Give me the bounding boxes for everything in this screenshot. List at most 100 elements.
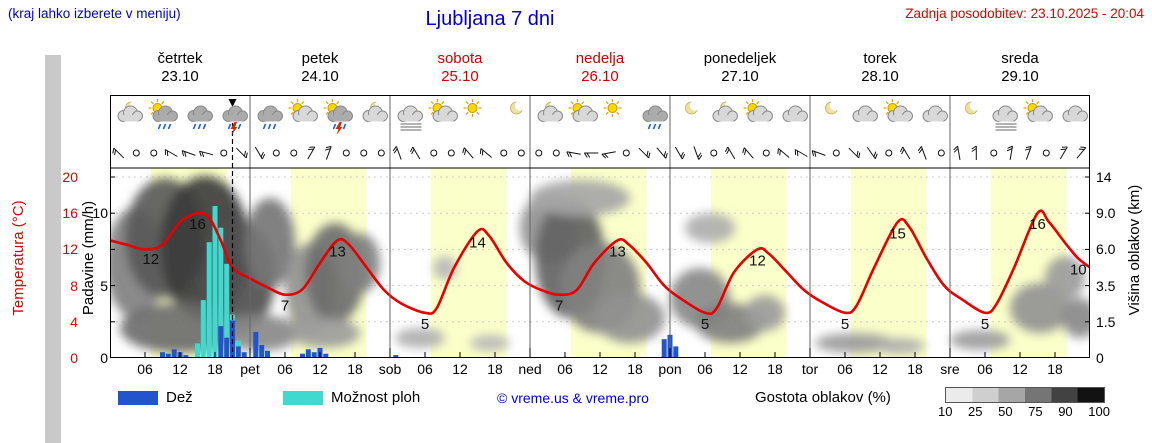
cloud-density-tick-50: 50	[998, 404, 1013, 419]
precip-tick-5: 5	[100, 277, 108, 294]
x-label-06-16: 06	[697, 361, 713, 377]
cloud-tick-1.5: 1.5	[1096, 313, 1116, 330]
temp-value-label: 12	[142, 251, 159, 268]
day-header-sobota: sobota 25.10	[390, 50, 530, 86]
weather-icon-cloud	[782, 105, 808, 122]
day-date: 29.10	[1001, 68, 1039, 85]
weather-icon-sun-cloud	[568, 99, 598, 122]
rain-bar	[311, 352, 317, 358]
precipitation-axis-label: Padavine (mm/h)	[80, 200, 97, 316]
precip-tick-0: 0	[100, 350, 108, 366]
shower-legend-swatch	[283, 391, 323, 405]
day-date: 24.10	[301, 68, 339, 85]
day-date: 28.10	[861, 68, 899, 85]
day-name: ponedeljek	[703, 50, 777, 67]
rain-bar	[235, 346, 241, 358]
cloud-tick-14: 14	[1096, 169, 1112, 186]
menu-hint-text: (kraj lahko izberete v meniju)	[8, 6, 181, 21]
weather-icon-moon	[685, 100, 701, 115]
rain-bar	[300, 353, 305, 358]
x-label-06-12: 06	[557, 361, 573, 377]
weather-icon-moon	[965, 100, 981, 115]
temperature-axis-label: Temperatura (°C)	[10, 200, 27, 316]
shower-legend-label: Možnost ploh	[331, 389, 421, 406]
x-label-ned-11: ned	[518, 361, 542, 377]
now-marker	[228, 99, 237, 107]
weather-icon-sun	[463, 99, 482, 117]
temp-tick-8: 8	[70, 277, 78, 294]
weather-icon-cloud	[852, 105, 878, 122]
temp-tick-4: 4	[70, 313, 78, 330]
day-header-ponedeljek: ponedeljek 27.10	[670, 50, 810, 86]
temp-value-label: 7	[281, 298, 289, 315]
x-label-tor-19: tor	[801, 361, 819, 377]
weather-icon-moon	[510, 100, 526, 115]
rain-bar	[171, 349, 177, 358]
day-name: nedelja	[575, 50, 625, 67]
weather-icon-sun-cloud-rain	[148, 99, 178, 130]
weather-icon-cloud-rain-thunder	[222, 105, 248, 135]
weather-icon-sun-cloud-rain-thunder	[323, 99, 353, 135]
day-date: 25.10	[441, 68, 479, 85]
x-label-18-10: 18	[487, 361, 503, 377]
rain-bar	[165, 353, 171, 358]
shower-bar	[206, 242, 212, 358]
x-label-18-18: 18	[767, 361, 783, 377]
day-name: petek	[301, 50, 339, 67]
temp-value-label: 15	[889, 225, 906, 242]
cloud-density-legend-label: Gostota oblakov (%)	[755, 389, 891, 406]
rain-bar	[265, 350, 270, 358]
temperature-curve	[110, 209, 1090, 316]
weather-icon-cloud-rain	[257, 105, 283, 130]
x-label-18-22: 18	[907, 361, 923, 377]
temp-tick-16: 16	[62, 205, 78, 222]
weather-icon-cloud-rain	[642, 105, 668, 130]
cloud-density-ticks: 10 25 50 75 90 100	[938, 404, 1110, 419]
x-label-12-25: 12	[1012, 361, 1028, 377]
weather-icon-sun-cloud	[288, 99, 318, 122]
page-title: Ljubljana 7 dni	[425, 8, 555, 30]
x-label-12-5: 12	[312, 361, 328, 377]
weather-icon-sun-cloud	[743, 99, 773, 122]
weather-icon-moon-cloud	[117, 100, 143, 122]
x-label-12-13: 12	[592, 361, 608, 377]
rain-bar	[259, 345, 265, 358]
temp-value-label: 5	[421, 316, 429, 333]
x-label-06-0: 06	[137, 361, 153, 377]
temp-tick-12: 12	[62, 241, 78, 258]
weather-icon-cloud	[922, 105, 948, 122]
day-header-petek: petek 24.10	[250, 50, 390, 86]
rain-legend-label: Dež	[166, 389, 193, 406]
temp-value-label: 5	[841, 316, 849, 333]
x-label-06-4: 06	[277, 361, 293, 377]
cloud-tick-6.0: 6.0	[1096, 241, 1116, 258]
last-update-text: Zadnja posodobitev: 23.10.2025 - 20:04	[905, 6, 1144, 21]
x-label-12-17: 12	[732, 361, 748, 377]
weather-icon-moon-cloud	[362, 100, 388, 122]
rain-bar	[224, 337, 230, 358]
x-label-sre-23: sre	[940, 361, 960, 377]
temp-value-label: 13	[329, 243, 346, 260]
day-name: torek	[863, 50, 897, 67]
temp-value-label: 12	[749, 252, 766, 269]
x-label-pet-3: pet	[240, 361, 260, 377]
shower-bar	[218, 227, 224, 358]
rain-bar	[253, 331, 259, 358]
copyright-link[interactable]: © vreme.us & vreme.pro	[497, 390, 649, 406]
rain-legend-swatch	[118, 391, 158, 405]
temp-value-label: 10	[1070, 262, 1087, 279]
day-date: 26.10	[581, 68, 619, 85]
day-name: sreda	[1001, 50, 1039, 67]
cloud-density-tick-10: 10	[938, 404, 953, 419]
wind-barbs-row	[112, 145, 1087, 160]
temp-tick-0: 0	[70, 350, 78, 366]
day-headers: četrtek 23.10 petek 24.10 sobota 25.10 nedelja…	[0, 50, 1152, 90]
temp-tick-20: 20	[62, 169, 78, 186]
precip-tick-10: 10	[92, 205, 108, 222]
cloud-tick-3.5: 3.5	[1096, 277, 1116, 294]
temp-value-label: 5	[701, 316, 709, 333]
x-label-06-24: 06	[977, 361, 993, 377]
x-label-12-9: 12	[452, 361, 468, 377]
x-label-18-6: 18	[347, 361, 363, 377]
temp-value-label: 14	[469, 234, 486, 251]
